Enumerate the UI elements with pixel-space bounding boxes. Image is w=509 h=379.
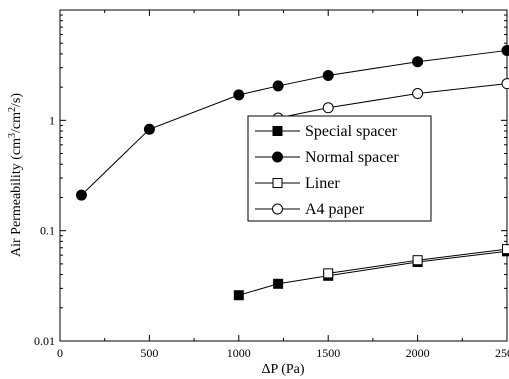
y-tick-label: 1 — [49, 113, 55, 127]
x-tick-label: 1000 — [227, 346, 251, 360]
data-point-liner — [502, 244, 509, 255]
x-tick-label: 500 — [140, 346, 158, 360]
y-tick-label: 0.01 — [34, 334, 55, 348]
data-point-normal-spacer — [272, 80, 284, 92]
data-point-normal-spacer — [143, 123, 155, 135]
y-axis-label: Air Permeability (cm3/cm2/s) — [7, 93, 25, 257]
y-tick-label: 0.1 — [40, 224, 55, 238]
x-axis-label: ΔP (Pa) — [261, 362, 304, 377]
x-tick-label: 2500 — [495, 346, 509, 360]
legend-marker-a4-paper — [272, 203, 283, 215]
legend-marker-normal-spacer — [272, 151, 283, 163]
legend: Special spacer Normal spacer Liner A4 paper — [247, 115, 432, 222]
x-tick-label: 2000 — [406, 346, 430, 360]
data-point-a4-paper — [412, 88, 424, 100]
data-point-normal-spacer — [75, 189, 87, 201]
series-layer — [75, 44, 509, 301]
x-tick-label: 0 — [57, 346, 63, 360]
y-axis-ticks: 0.01 0.1 1 — [34, 14, 507, 348]
series-line-a4-paper — [278, 83, 508, 119]
data-point-a4-paper — [501, 78, 509, 90]
legend-label-special-spacer: Special spacer — [305, 123, 398, 140]
data-point-normal-spacer — [412, 56, 424, 68]
legend-marker-liner — [272, 178, 283, 188]
data-point-liner — [323, 268, 334, 279]
legend-label-a4-paper: A4 paper — [305, 201, 365, 218]
series-normal-spacer — [75, 44, 509, 201]
legend-label-liner: Liner — [305, 175, 340, 192]
data-point-special-spacer — [233, 290, 244, 301]
data-point-special-spacer — [273, 278, 284, 289]
series-liner — [323, 244, 509, 279]
legend-label-normal-spacer: Normal spacer — [305, 149, 399, 166]
data-point-a4-paper — [322, 102, 334, 114]
x-axis-ticks: 0 500 1000 1500 2000 2500 — [57, 10, 509, 360]
data-point-normal-spacer — [233, 89, 245, 101]
legend-marker-special-spacer — [272, 126, 283, 136]
data-point-normal-spacer — [322, 69, 334, 81]
series-special-spacer — [233, 246, 509, 301]
x-tick-label: 1500 — [316, 346, 340, 360]
data-point-normal-spacer — [501, 44, 509, 56]
data-point-liner — [412, 255, 423, 266]
